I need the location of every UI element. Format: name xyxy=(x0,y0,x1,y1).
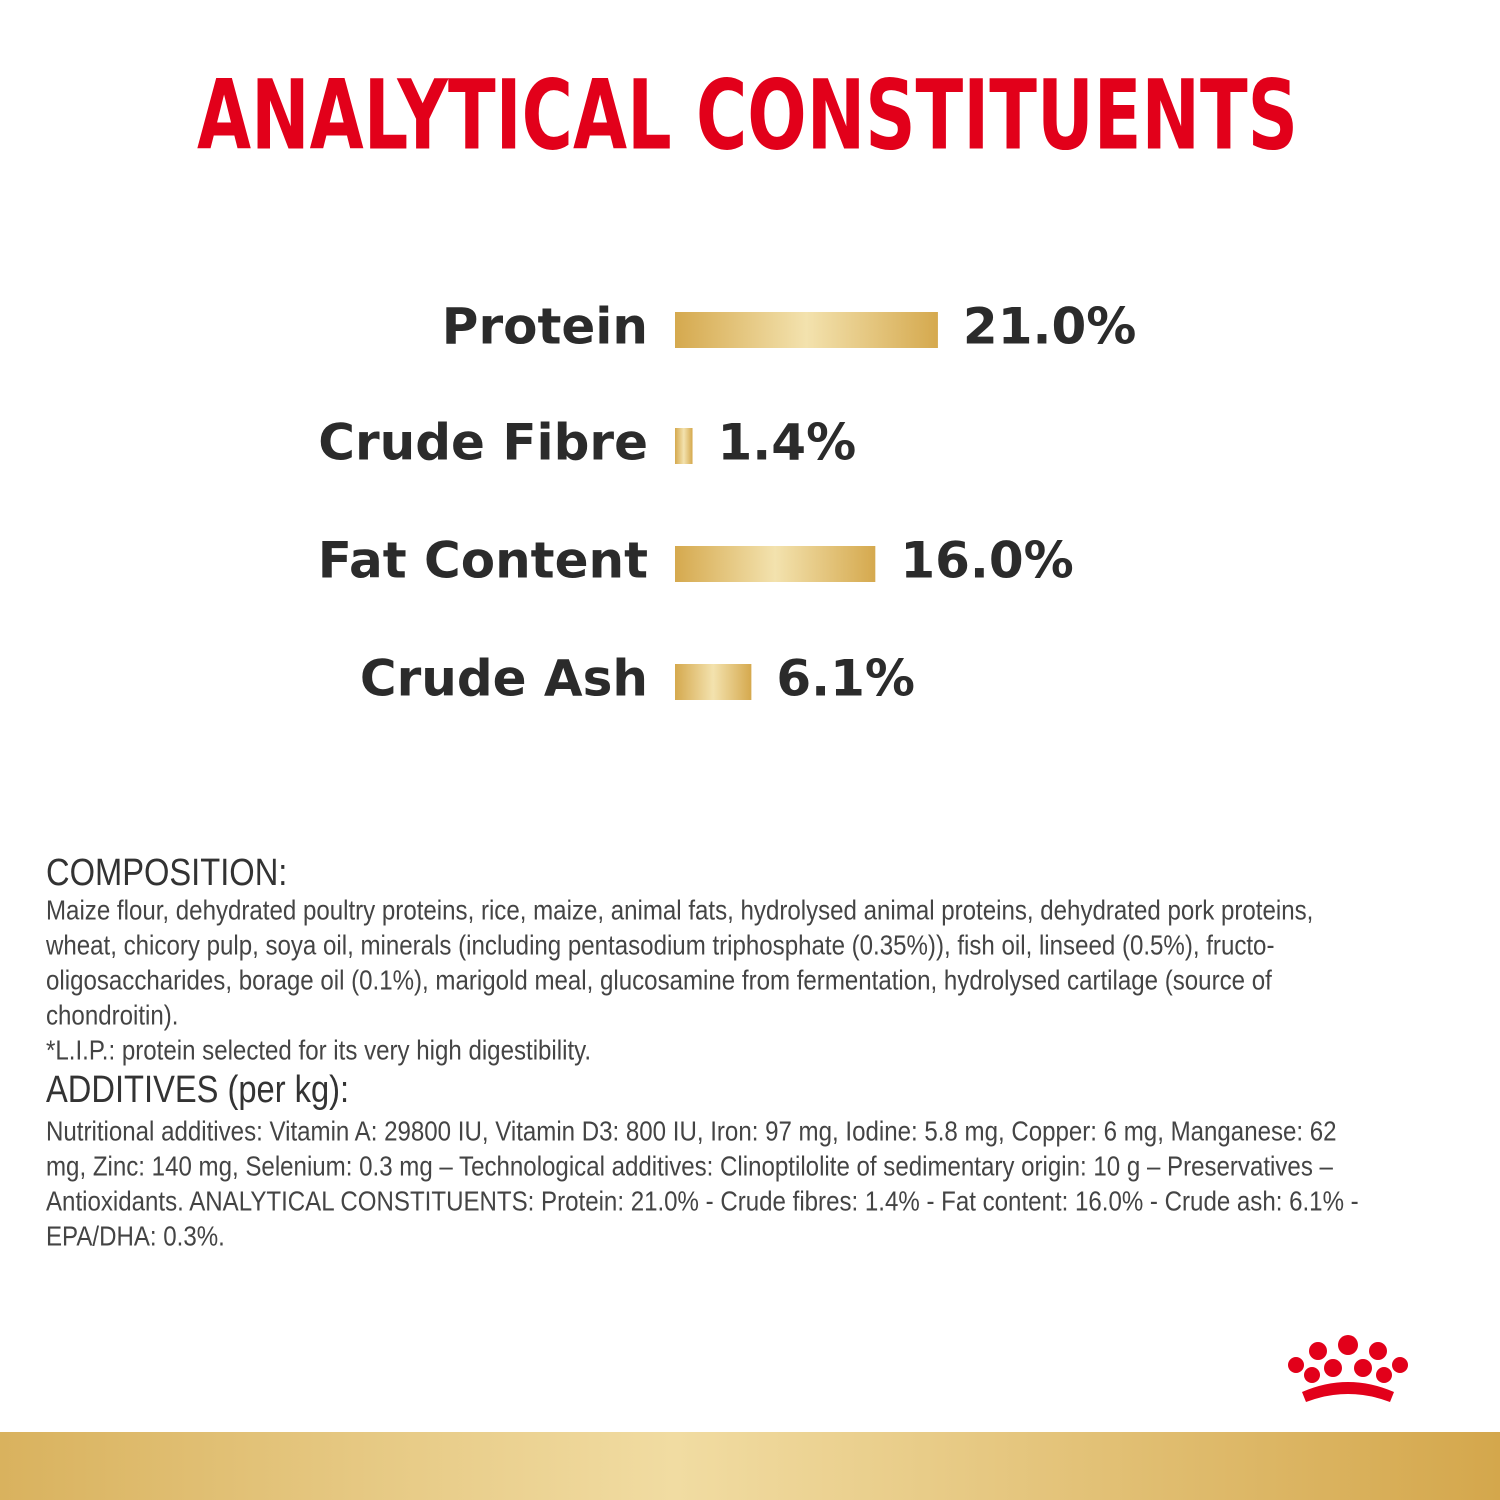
text-line-group: EPA/DHA: 0.3%. xyxy=(46,1220,225,1252)
text-line-group: Nutritional additives: Vitamin A: 29800 … xyxy=(46,1115,1337,1147)
text-line: Antioxidants. ANALYTICAL CONSTITUENTS: P… xyxy=(46,1185,1359,1217)
text-line-group: Antioxidants. ANALYTICAL CONSTITUENTS: P… xyxy=(46,1185,1359,1217)
section-heading: COMPOSITION: xyxy=(46,851,287,894)
text-line-group: *L.I.P.: protein selected for its very h… xyxy=(46,1034,591,1066)
value-label: 6.1% xyxy=(776,650,915,708)
footer-band xyxy=(0,1432,1500,1500)
text-line: *L.I.P.: protein selected for its very h… xyxy=(46,1034,591,1066)
text-line: chondroitin). xyxy=(46,999,178,1031)
value-label: 21.0% xyxy=(963,298,1136,356)
text-line: oligosaccharides, borage oil (0.1%), mar… xyxy=(46,964,1272,996)
bar xyxy=(675,312,938,348)
text-line-group: Maize flour, dehydrated poultry proteins… xyxy=(46,894,1313,926)
text-line: Maize flour, dehydrated poultry proteins… xyxy=(46,894,1313,926)
logo xyxy=(1288,1335,1408,1402)
text-line-group: chondroitin). xyxy=(46,999,178,1031)
text-line: mg, Zinc: 140 mg, Selenium: 0.3 mg – Tec… xyxy=(46,1150,1333,1182)
text-line-group: mg, Zinc: 140 mg, Selenium: 0.3 mg – Tec… xyxy=(46,1150,1333,1182)
text-line: EPA/DHA: 0.3%. xyxy=(46,1220,225,1252)
text-line-group: oligosaccharides, borage oil (0.1%), mar… xyxy=(46,964,1272,996)
bar xyxy=(675,428,693,464)
text-line: wheat, chicory pulp, soya oil, minerals … xyxy=(45,929,1274,961)
category-label: Protein xyxy=(442,298,648,356)
text-line-group: wheat, chicory pulp, soya oil, minerals … xyxy=(45,929,1274,961)
section-heading-group: COMPOSITION: xyxy=(46,851,287,894)
value-label: 1.4% xyxy=(718,414,857,472)
chart-title: ANALYTICAL CONSTITUENTS xyxy=(197,59,1298,171)
category-label: Crude Ash xyxy=(360,650,648,708)
section-heading: ADDITIVES (per kg): xyxy=(46,1068,349,1111)
value-label: 16.0% xyxy=(900,532,1073,590)
bar xyxy=(675,664,752,700)
category-label: Crude Fibre xyxy=(318,414,648,472)
category-label: Fat Content xyxy=(318,532,648,590)
section-heading-group: ADDITIVES (per kg): xyxy=(46,1068,349,1111)
bar xyxy=(675,546,876,582)
text-line: Nutritional additives: Vitamin A: 29800 … xyxy=(46,1115,1337,1147)
